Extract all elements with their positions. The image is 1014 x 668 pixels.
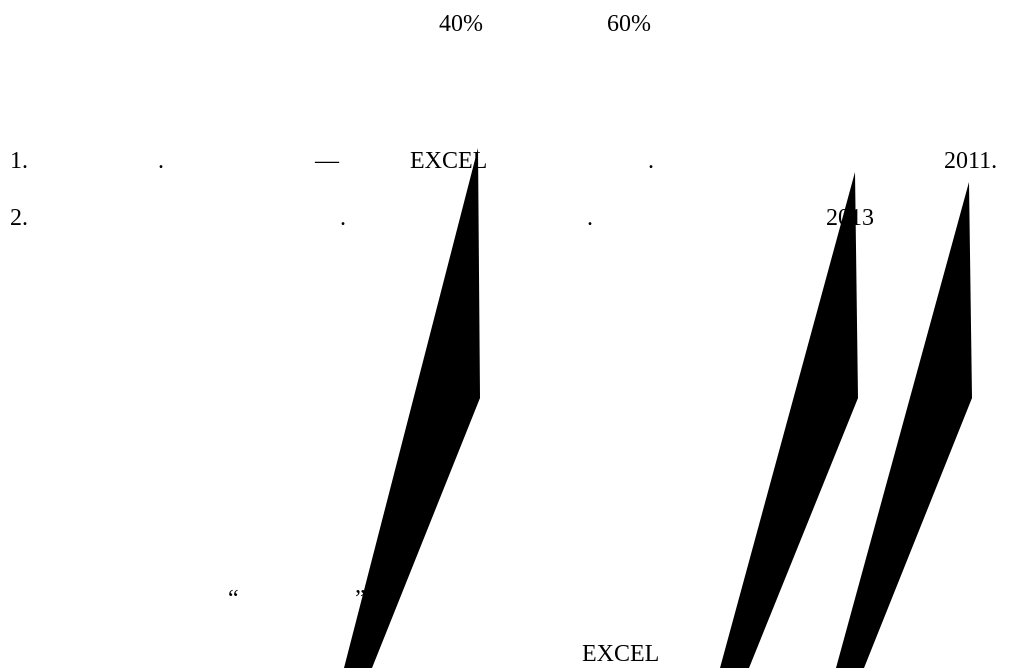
reference-1-dot-a: . [158,148,164,174]
reference-2-number: 2. [10,205,28,231]
reference-1-dot-b: . [648,148,654,174]
percent-60-label: 60% [607,11,651,37]
reference-2-dot-a: . [340,205,346,231]
slanted-shape-right [836,182,972,668]
slanted-shape-left [344,148,480,668]
open-quote-mark: “ [228,586,239,612]
reference-1-number: 1. [10,148,28,174]
footer-excel: EXCEL [582,641,660,667]
percent-40-label: 40% [439,11,483,37]
reference-1-year: 2011. [944,148,998,174]
reference-1-dash: — [315,148,339,174]
slanted-shape-middle [720,172,858,668]
reference-2-dot-b: . [587,205,593,231]
close-quote-mark: ” [355,586,366,612]
